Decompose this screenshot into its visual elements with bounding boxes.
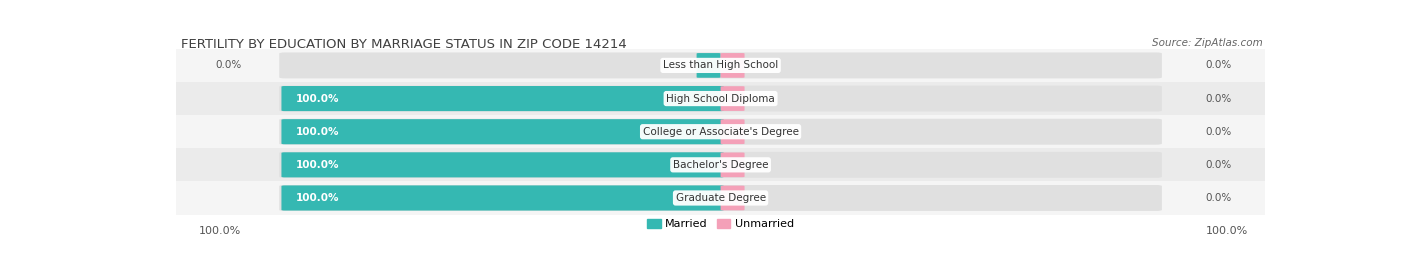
Text: 100.0%: 100.0%: [295, 160, 339, 170]
FancyBboxPatch shape: [721, 186, 745, 210]
Text: High School Diploma: High School Diploma: [666, 94, 775, 104]
Bar: [176, 115, 1265, 148]
FancyBboxPatch shape: [280, 86, 1161, 112]
Text: 0.0%: 0.0%: [1205, 61, 1232, 70]
Text: 100.0%: 100.0%: [295, 127, 339, 137]
Text: 0.0%: 0.0%: [215, 61, 242, 70]
FancyBboxPatch shape: [280, 119, 1161, 145]
FancyBboxPatch shape: [280, 152, 1161, 178]
Text: Source: ZipAtlas.com: Source: ZipAtlas.com: [1153, 38, 1263, 48]
Text: 100.0%: 100.0%: [1205, 226, 1247, 236]
Text: FERTILITY BY EDUCATION BY MARRIAGE STATUS IN ZIP CODE 14214: FERTILITY BY EDUCATION BY MARRIAGE STATU…: [181, 38, 627, 51]
Text: 0.0%: 0.0%: [1205, 160, 1232, 170]
Text: 100.0%: 100.0%: [198, 226, 242, 236]
FancyBboxPatch shape: [280, 52, 1161, 78]
Bar: [176, 181, 1265, 215]
FancyBboxPatch shape: [696, 53, 721, 78]
Text: Bachelor's Degree: Bachelor's Degree: [673, 160, 768, 170]
Bar: [176, 82, 1265, 115]
FancyBboxPatch shape: [281, 185, 724, 211]
Text: 100.0%: 100.0%: [295, 193, 339, 203]
Legend: Married, Unmarried: Married, Unmarried: [643, 214, 799, 234]
FancyBboxPatch shape: [280, 185, 1161, 211]
FancyBboxPatch shape: [721, 119, 745, 144]
Text: 0.0%: 0.0%: [1205, 127, 1232, 137]
Bar: [176, 49, 1265, 82]
FancyBboxPatch shape: [721, 153, 745, 177]
FancyBboxPatch shape: [721, 86, 745, 111]
Text: Graduate Degree: Graduate Degree: [675, 193, 766, 203]
Text: College or Associate's Degree: College or Associate's Degree: [643, 127, 799, 137]
FancyBboxPatch shape: [281, 152, 724, 177]
Text: 0.0%: 0.0%: [1205, 193, 1232, 203]
Text: 100.0%: 100.0%: [295, 94, 339, 104]
FancyBboxPatch shape: [721, 53, 745, 78]
Text: 0.0%: 0.0%: [1205, 94, 1232, 104]
Text: Less than High School: Less than High School: [664, 61, 778, 70]
FancyBboxPatch shape: [281, 119, 724, 144]
FancyBboxPatch shape: [281, 86, 724, 111]
Bar: [176, 148, 1265, 181]
